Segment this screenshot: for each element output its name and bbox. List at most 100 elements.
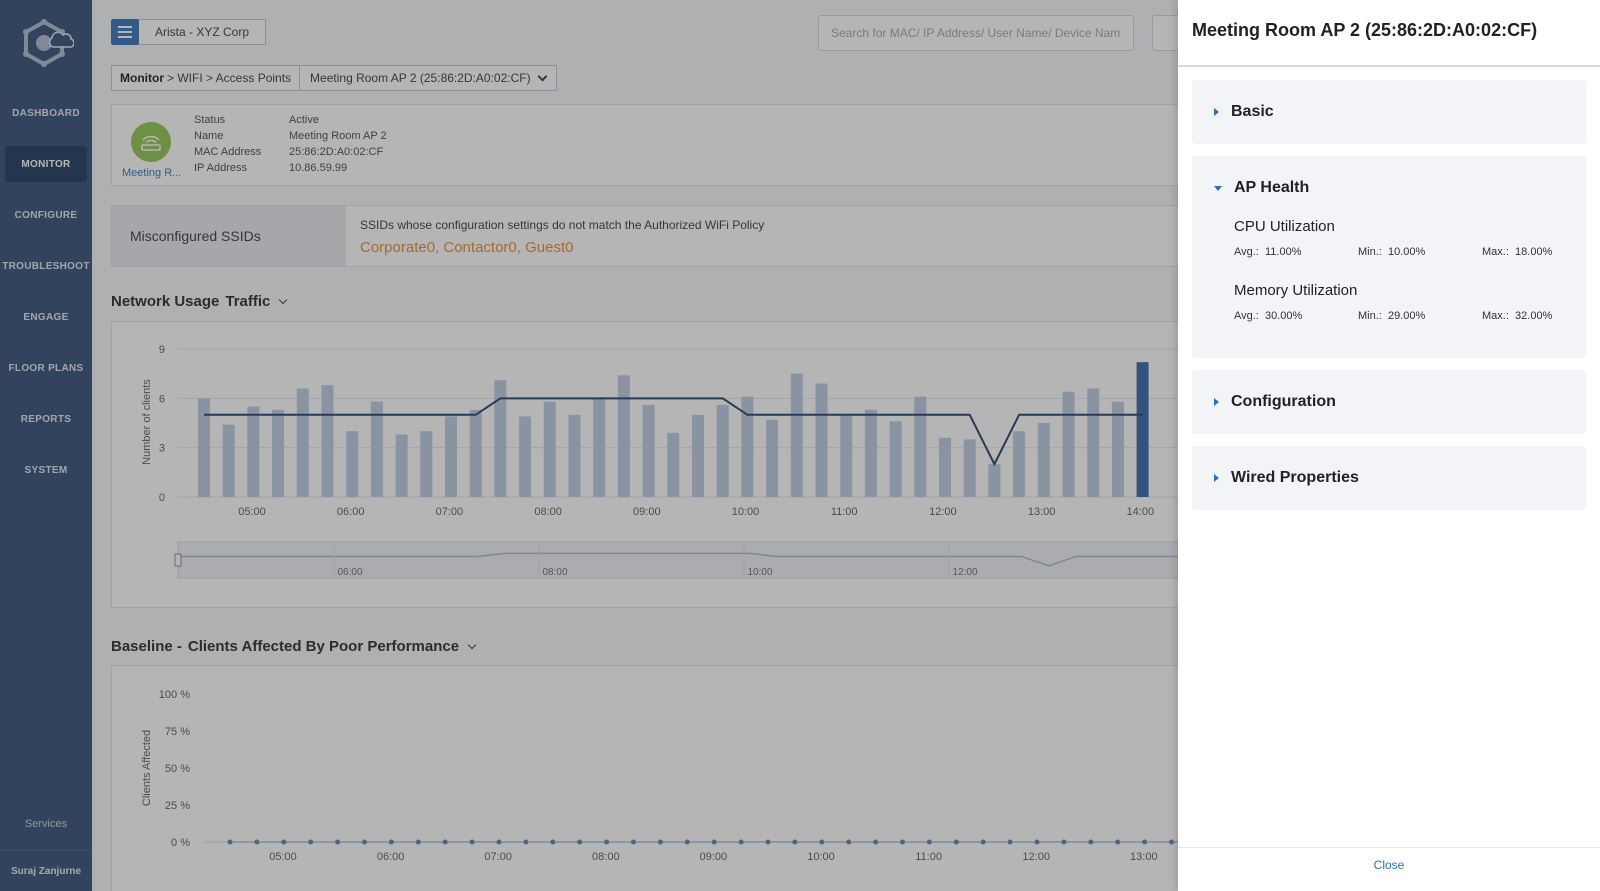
data-point[interactable] [765,839,771,845]
accordion-configuration-header[interactable]: Configuration [1192,370,1586,434]
breadcrumb-current[interactable]: Meeting Room AP 2 (25:86:2D:A0:02:CF) [300,71,556,85]
data-point[interactable] [1169,839,1174,845]
bar[interactable] [840,414,853,497]
bar[interactable] [494,380,507,497]
bar[interactable] [272,409,285,497]
data-point[interactable] [926,839,932,845]
sidebar-item-reports[interactable]: REPORTS [20,413,72,425]
network-usage-selector[interactable]: Traffic [225,293,271,310]
bar[interactable] [815,383,828,497]
data-point[interactable] [980,839,986,845]
bar[interactable] [445,416,457,497]
modal-backdrop[interactable] [0,0,1178,891]
data-point[interactable] [254,839,260,845]
arista-cloud-logo-icon[interactable] [18,18,74,68]
bar[interactable] [247,406,260,497]
bar[interactable] [420,431,433,497]
bar[interactable] [1037,423,1050,497]
tenant-selector[interactable]: Arista - XYZ Corp [139,19,267,45]
data-point[interactable] [415,839,421,845]
bar[interactable] [198,398,210,497]
sidebar-item-floor-plans[interactable]: FLOOR PLANS [8,362,84,374]
sidebar-item-dashboard[interactable]: DASHBOARD [12,107,80,119]
sidebar-item-troubleshoot[interactable]: TROUBLESHOOT [2,260,90,272]
data-point[interactable] [442,839,448,845]
data-point[interactable] [1142,839,1148,845]
bar[interactable] [1111,401,1124,497]
data-point[interactable] [388,839,394,845]
bar[interactable] [370,401,383,497]
data-point[interactable] [335,839,341,845]
data-point[interactable] [362,839,367,845]
bar[interactable] [1013,431,1026,497]
data-point[interactable] [308,839,314,845]
data-point[interactable] [1007,839,1013,845]
bar[interactable] [889,421,902,497]
data-point[interactable] [792,839,798,845]
bar[interactable] [939,437,951,497]
bar[interactable] [568,414,581,497]
breadcrumb-trail[interactable]: > WIFI > Access Points [167,71,292,85]
data-point[interactable] [1034,839,1040,845]
bar[interactable] [543,401,556,497]
data-point[interactable] [550,839,556,845]
user-name[interactable]: Suraj Zanjurne [0,850,92,891]
bar[interactable] [222,424,235,497]
data-point[interactable] [1115,839,1121,845]
data-point[interactable] [657,839,663,845]
bar[interactable] [617,375,630,497]
menu-toggle-button[interactable] [111,19,139,45]
breadcrumb-path[interactable]: Monitor > WIFI > Access Points [112,66,301,90]
data-point[interactable] [631,839,636,845]
bar[interactable] [1136,362,1149,497]
bar[interactable] [741,396,754,497]
data-point[interactable] [496,839,502,845]
bar[interactable] [766,419,779,497]
data-point[interactable] [1061,839,1067,845]
bar[interactable] [692,414,704,497]
bar[interactable] [864,409,877,497]
bar[interactable] [914,396,927,497]
accordion-basic-header[interactable]: Basic [1192,80,1586,144]
bar[interactable] [395,434,408,497]
data-point[interactable] [873,839,879,845]
data-point[interactable] [469,839,475,845]
sidebar-item-monitor[interactable]: MONITOR [5,146,87,182]
data-point[interactable] [577,839,583,845]
bar[interactable] [988,464,1001,497]
bar[interactable] [667,432,680,497]
navigator-handle[interactable] [174,553,182,567]
bar[interactable] [321,385,334,497]
breadcrumb-root[interactable]: Monitor [120,71,164,85]
data-point[interactable] [846,839,852,845]
data-point[interactable] [523,839,529,845]
bar[interactable] [790,373,803,497]
data-point[interactable] [227,839,233,845]
data-point[interactable] [711,839,717,845]
device-short-name[interactable]: Meeting R... [122,167,182,179]
data-point[interactable] [684,839,690,845]
bar[interactable] [469,409,482,497]
baseline-selector[interactable]: Clients Affected By Poor Performance [187,638,460,655]
search-input[interactable] [818,15,1134,51]
bar[interactable] [346,431,359,497]
data-point[interactable] [953,839,959,845]
bar[interactable] [593,398,606,497]
bar[interactable] [963,439,976,497]
data-point[interactable] [1088,839,1094,845]
data-point[interactable] [900,839,905,845]
bar[interactable] [519,416,532,497]
close-button[interactable]: Close [1178,858,1600,872]
accordion-wired-properties-header[interactable]: Wired Properties [1192,446,1586,510]
bar[interactable] [642,404,655,497]
bar[interactable] [716,404,729,497]
data-point[interactable] [281,839,287,845]
services-link[interactable]: Services [24,818,68,830]
range-navigator[interactable] [177,541,1212,579]
data-point[interactable] [738,839,744,845]
sidebar-item-system[interactable]: SYSTEM [24,464,68,476]
data-point[interactable] [819,839,825,845]
misconfigured-ssids-list[interactable]: Corporate0, Contactor0, Guest0 [360,239,574,256]
data-point[interactable] [604,839,610,845]
sidebar-item-engage[interactable]: ENGAGE [23,311,69,323]
